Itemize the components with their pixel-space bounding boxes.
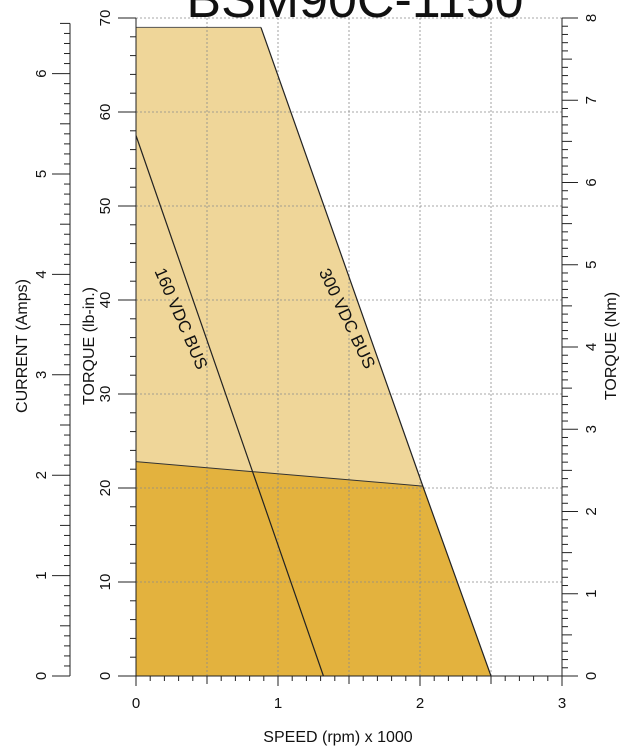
torque-nm-tick-label: 8	[583, 14, 600, 22]
torque-nm-tick-label: 0	[583, 672, 600, 680]
torque-lbin-tick-label: 10	[97, 574, 114, 591]
current-tick-label: 4	[33, 270, 50, 278]
torque-lbin-tick-label: 20	[97, 480, 114, 497]
torque-lbin-tick-label: 30	[97, 386, 114, 403]
x-tick-label: 3	[558, 695, 566, 712]
operating-regions	[136, 27, 491, 676]
y-axis-title-torque-nm: TORQUE (Nm)	[603, 292, 620, 400]
series-line-160vdc	[135, 135, 325, 677]
torque-lbin-tick-label: 60	[97, 104, 114, 121]
torque-nm-tick-label: 6	[583, 178, 600, 186]
torque-nm-tick-label: 2	[583, 507, 600, 515]
torque-lbin-tick-label: 50	[97, 198, 114, 215]
chart-title: BSM90C-1150	[186, 0, 523, 29]
current-tick-label: 0	[33, 672, 50, 680]
x-axis-title: SPEED (rpm) x 1000	[263, 729, 412, 746]
current-tick-label: 6	[33, 69, 50, 77]
current-tick-label: 2	[33, 471, 50, 479]
torque-lbin-tick-label: 40	[97, 292, 114, 309]
torque-lbin-tick-label: 70	[97, 10, 114, 27]
current-tick-label: 3	[33, 371, 50, 379]
y-axis-title-current: CURRENT (Amps)	[14, 279, 31, 413]
torque-nm-tick-label: 1	[583, 590, 600, 598]
current-tick-label: 5	[33, 170, 50, 178]
continuous-region	[136, 461, 491, 676]
torque-nm-tick-label: 7	[583, 96, 600, 104]
x-tick-label: 0	[132, 695, 140, 712]
y-axis-title-torque-lbin: TORQUE (lb-in.)	[81, 287, 98, 405]
torque-nm-tick-label: 4	[583, 343, 600, 351]
continuous-limit-line	[135, 461, 423, 487]
current-tick-label: 1	[33, 571, 50, 579]
torque-nm-tick-label: 3	[583, 425, 600, 433]
torque-nm-tick-label: 5	[583, 261, 600, 269]
series-line-300vdc	[260, 27, 424, 487]
torque-lbin-tick-label: 0	[97, 672, 114, 680]
x-tick-label: 1	[274, 695, 282, 712]
peak-drop-line	[422, 485, 492, 677]
x-tick-label: 2	[416, 695, 424, 712]
